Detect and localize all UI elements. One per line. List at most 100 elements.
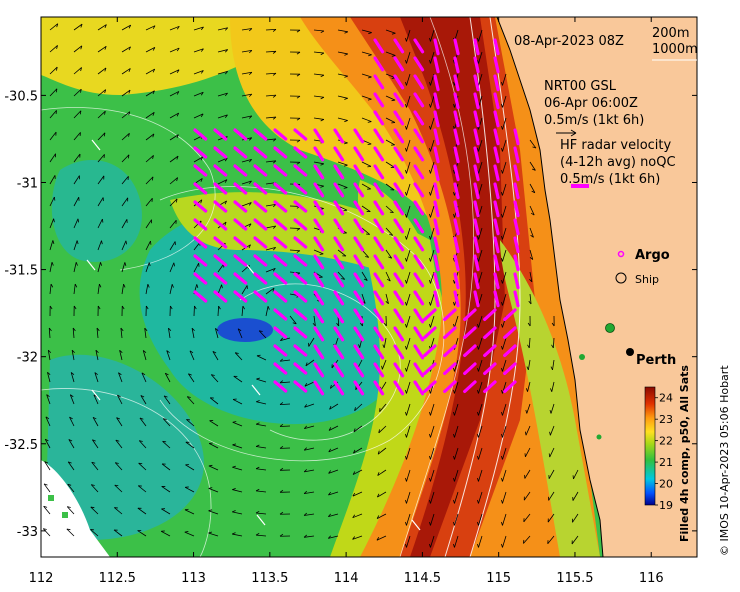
hf-arrow [493, 182, 500, 200]
map-annotations: 08-Apr-2023 08Z 200m 1000m NRT00 GSL 06-… [514, 26, 698, 368]
gsl-arrow [406, 139, 411, 152]
hf-arrow [233, 146, 248, 159]
gsl-arrow [256, 401, 267, 405]
gsl-arrow [265, 72, 277, 75]
gsl-arrow [241, 71, 252, 75]
hf-arrow [433, 146, 440, 164]
hf-arrow [353, 326, 365, 342]
gsl-arrow [90, 529, 99, 537]
gsl-arrow [548, 469, 555, 479]
gsl-arrow [193, 156, 203, 163]
gsl-arrow [328, 425, 339, 431]
gsl-arrow [265, 94, 276, 97]
gsl-arrow [256, 512, 267, 515]
hf-arrow [473, 182, 480, 200]
gsl-arrow [571, 535, 579, 545]
hf-arrow [493, 110, 500, 128]
hf-arrow [273, 326, 288, 339]
hf-arrow [333, 236, 345, 252]
gsl-arrow [193, 70, 204, 75]
gsl-arrow [549, 447, 555, 458]
gsl-arrow [378, 425, 387, 434]
gsl-arrow [502, 73, 507, 86]
gsl-arrow [502, 381, 507, 394]
gsl-arrow [217, 27, 228, 31]
x-tick-label: 114.5 [404, 571, 441, 586]
gsl-arrow [502, 249, 507, 262]
hf-arrow [493, 128, 500, 146]
gsl-arrow [328, 513, 339, 518]
gsl-arrow [478, 359, 483, 372]
hf-arrow [373, 362, 385, 378]
hf-arrow [453, 146, 460, 164]
gsl-arrow [120, 328, 123, 339]
gsl-arrow [232, 489, 243, 493]
hf-arrow [433, 128, 440, 146]
hf-arrow [313, 308, 325, 324]
hf-arrow [453, 38, 460, 56]
ship-legend-marker [615, 272, 627, 284]
hf-arrow [213, 290, 228, 303]
gsl-arrow [138, 440, 147, 449]
gsl-arrow [406, 425, 411, 438]
hf-arrow [253, 236, 268, 249]
hf-arrow [433, 74, 440, 92]
gsl-arrow [354, 403, 363, 412]
hf-arrow [473, 110, 480, 128]
hf-arrow [373, 218, 385, 234]
hf-arrow [313, 182, 325, 198]
hf-arrow [473, 74, 480, 92]
gsl-arrow [385, 249, 393, 259]
gsl-arrow [430, 535, 435, 548]
gsl-arrow [385, 227, 394, 236]
gsl-arrow [241, 93, 252, 97]
hf-arrow [193, 272, 208, 285]
hf-scale: 0.5m/s (1kt 6h) [560, 172, 660, 187]
hf-arrow [273, 290, 288, 303]
hf-arrow [463, 326, 477, 340]
gsl-arrow [478, 183, 483, 196]
y-tick-label: -33 [17, 525, 38, 540]
hf-arrow [433, 254, 440, 272]
gsl-arrow [73, 262, 77, 273]
gsl-arrow [169, 25, 180, 31]
argo-legend-label: Argo [635, 248, 670, 263]
gsl-arrow [234, 352, 243, 361]
hf-arrow [293, 290, 308, 303]
gsl-arrow [121, 262, 126, 273]
gsl-arrow [97, 89, 106, 97]
gsl-arrow [361, 95, 372, 100]
hf-arrow [513, 128, 520, 146]
gsl-arrow [49, 88, 58, 97]
gsl-arrow [385, 73, 396, 79]
hf-arrow [373, 272, 385, 288]
gsl-arrow [208, 487, 219, 493]
gsl-arrow [328, 469, 339, 474]
gsl-arrow [71, 350, 75, 361]
hf-arrow [433, 56, 440, 74]
gsl-arrow [376, 513, 387, 519]
gsl-arrow [73, 110, 82, 119]
gsl-arrow [193, 113, 204, 119]
hf-arrow [443, 308, 457, 322]
hf-arrow [513, 254, 520, 272]
gsl-arrow [193, 91, 204, 97]
hf-arrow [453, 164, 460, 182]
colorbar-tick-label: 20 [659, 478, 673, 491]
hf-arrow [273, 182, 288, 195]
hf-arrow [293, 182, 308, 195]
hf-arrow [233, 200, 248, 213]
hf-arrow [493, 164, 500, 182]
gsl-arrow [191, 328, 195, 339]
gsl-arrow [430, 469, 435, 482]
isobath-label-200m: 200m [652, 26, 689, 41]
sst-contour [41, 388, 212, 557]
gsl-arrow [478, 425, 483, 438]
gsl-arrow [121, 89, 131, 97]
gsl-arrow [73, 153, 81, 163]
gsl-arrow [376, 535, 387, 541]
gsl-arrow [478, 29, 483, 42]
hf-arrow [333, 164, 345, 180]
hf-arrow [483, 326, 497, 340]
y-tick-label: -32.5 [4, 438, 38, 453]
